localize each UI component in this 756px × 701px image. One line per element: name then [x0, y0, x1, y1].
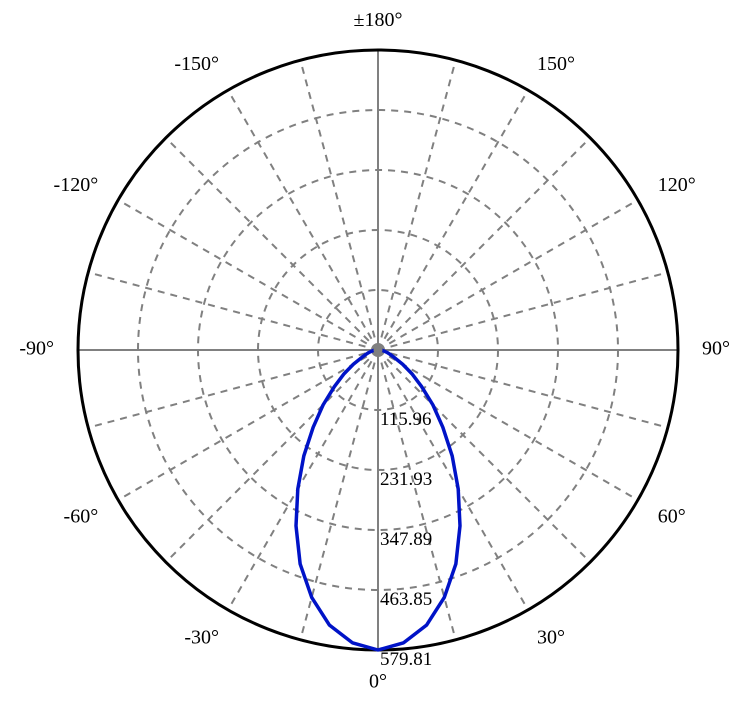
grid-spoke: [166, 138, 378, 350]
angle-label: 30°: [537, 626, 565, 648]
radial-label: 115.96: [380, 409, 432, 430]
grid-spoke: [118, 200, 378, 350]
center-dot: [374, 346, 383, 355]
angle-label: 120°: [658, 174, 696, 196]
grid-spoke: [118, 350, 378, 500]
radial-labels: 115.96 231.93 347.89 463.85 579.81: [380, 409, 432, 670]
grid-spoke: [88, 272, 378, 350]
radial-label: 347.89: [380, 529, 432, 550]
grid-spoke: [378, 60, 456, 350]
angle-label: -30°: [184, 626, 219, 648]
angle-label: -60°: [64, 506, 99, 528]
angle-label: -120°: [54, 174, 99, 196]
radial-label: 463.85: [380, 589, 432, 610]
grid-spoke: [228, 90, 378, 350]
angle-label: 0°: [369, 671, 387, 693]
grid-spoke: [378, 90, 528, 350]
angle-label: 150°: [537, 53, 575, 75]
angle-label: -90°: [19, 338, 54, 360]
angle-label: -150°: [174, 53, 219, 75]
grid-spoke: [378, 200, 638, 350]
grid-spoke: [166, 350, 378, 562]
angle-label: ±180°: [354, 9, 403, 31]
angle-label: 60°: [658, 506, 686, 528]
angle-label: 90°: [702, 338, 730, 360]
polar-chart: 115.96 231.93 347.89 463.85 579.81 ±180° 150° -…: [0, 0, 756, 701]
grid-spoke: [378, 138, 590, 350]
grid-spoke: [378, 272, 668, 350]
radial-label: 579.81: [380, 649, 432, 670]
radial-label: 231.93: [380, 469, 432, 490]
grid-spoke: [300, 60, 378, 350]
